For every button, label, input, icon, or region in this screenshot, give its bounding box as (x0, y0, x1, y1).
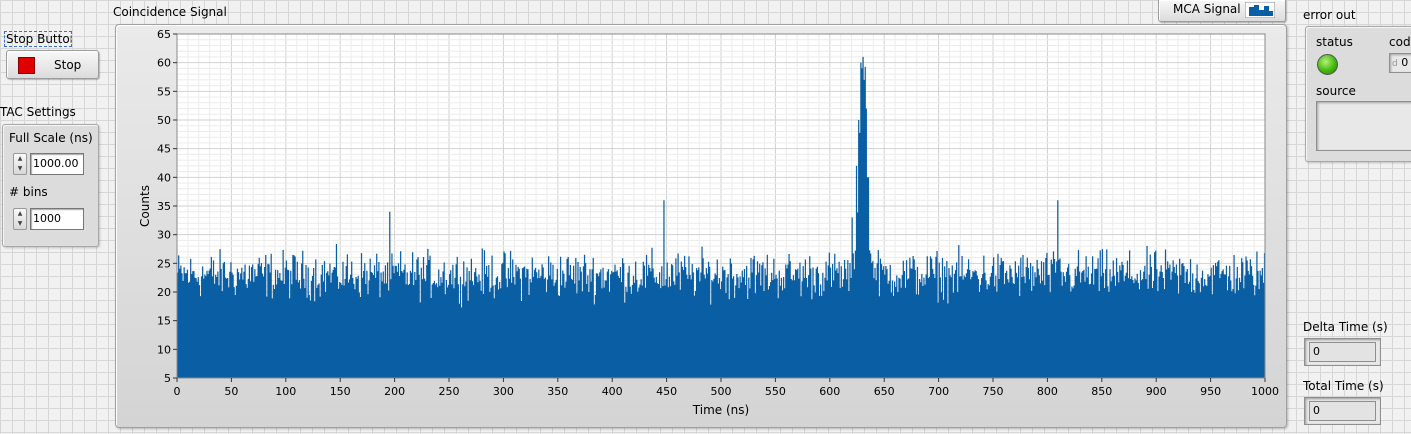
code-indicator: d 0 (1389, 53, 1411, 73)
delta-time-value: 0 (1313, 345, 1320, 358)
y-tick-label: 25 (157, 257, 171, 270)
x-tick-label: 450 (656, 385, 677, 398)
y-axis-label: Counts (138, 185, 152, 227)
y-tick-label: 65 (157, 28, 171, 41)
plot-title: Coincidence Signal (113, 5, 227, 19)
stop-square-icon (18, 57, 35, 74)
stop-button-caption: Stop Button (4, 31, 72, 47)
total-time-value: 0 (1313, 404, 1320, 417)
y-tick-label: 55 (157, 85, 171, 98)
x-tick-label: 200 (384, 385, 405, 398)
code-label: code (1389, 35, 1411, 49)
x-tick-label: 1000 (1251, 385, 1279, 398)
stop-button-label: Stop (54, 58, 82, 72)
y-tick-label: 30 (157, 229, 171, 242)
x-tick-label: 150 (330, 385, 351, 398)
delta-time-label: Delta Time (s) (1303, 320, 1388, 334)
x-tick-label: 850 (1091, 385, 1112, 398)
tac-settings-cluster: Full Scale (ns) ▲ ▼ 1000.00 # bins ▲ ▼ 100… (2, 124, 99, 247)
tac-settings-title: TAC Settings (0, 105, 76, 119)
bar-plot-legend-icon (1245, 2, 1275, 18)
plot-legend[interactable]: MCA Signal (1158, 0, 1286, 22)
total-time-indicator: 0 (1304, 397, 1381, 425)
delta-time-indicator: 0 (1304, 338, 1381, 366)
x-tick-label: 350 (547, 385, 568, 398)
x-tick-label: 900 (1146, 385, 1167, 398)
bins-incdec[interactable]: ▲ ▼ (13, 208, 27, 230)
y-tick-label: 60 (157, 57, 171, 70)
code-radix-label: d (1392, 59, 1398, 69)
full-scale-label: Full Scale (ns) (9, 131, 93, 145)
y-tick-label: 20 (157, 286, 171, 299)
x-tick-label: 600 (819, 385, 840, 398)
bins-label: # bins (9, 185, 48, 199)
full-scale-incdec[interactable]: ▲ ▼ (13, 153, 27, 175)
y-tick-label: 5 (164, 372, 171, 385)
x-tick-label: 800 (1037, 385, 1058, 398)
x-tick-label: 550 (765, 385, 786, 398)
stop-button[interactable]: Stop (6, 50, 99, 79)
error-out-title: error out (1303, 8, 1356, 22)
full-scale-control: ▲ ▼ 1000.00 (13, 153, 84, 175)
total-time-label: Total Time (s) (1303, 379, 1384, 393)
full-scale-input[interactable]: 1000.00 (30, 153, 84, 175)
coincidence-signal-plot[interactable]: 0 50 100 150 200 250 300 350 400 450 500 550 600 650 7… (115, 24, 1285, 426)
x-tick-label: 950 (1200, 385, 1221, 398)
bins-control: ▲ ▼ 1000 (13, 208, 84, 230)
code-value: 0 (1401, 56, 1409, 69)
source-indicator (1316, 101, 1411, 151)
status-label: status (1316, 35, 1353, 49)
y-tick-label: 45 (157, 143, 171, 156)
y-tick-label: 35 (157, 200, 171, 213)
x-tick-label: 250 (439, 385, 460, 398)
y-tick-label: 10 (157, 343, 171, 356)
x-tick-label: 400 (602, 385, 623, 398)
source-label: source (1316, 84, 1356, 98)
error-out-cluster: status code d 0 source (1305, 26, 1411, 162)
x-tick-label: 700 (928, 385, 949, 398)
x-tick-label: 100 (275, 385, 296, 398)
x-axis-label: Time (ns) (692, 403, 749, 417)
status-led-icon (1317, 54, 1338, 75)
y-tick-label: 40 (157, 171, 171, 184)
y-tick-label: 15 (157, 315, 171, 328)
y-tick-label: 50 (157, 114, 171, 127)
x-tick-label: 300 (493, 385, 514, 398)
plot-legend-label: MCA Signal (1173, 2, 1241, 16)
x-tick-label: 650 (874, 385, 895, 398)
x-tick-label: 0 (174, 385, 181, 398)
x-tick-label: 500 (711, 385, 732, 398)
histogram-bars (177, 56, 1266, 379)
x-tick-label: 750 (983, 385, 1004, 398)
bins-input[interactable]: 1000 (30, 208, 84, 230)
x-tick-label: 50 (224, 385, 238, 398)
